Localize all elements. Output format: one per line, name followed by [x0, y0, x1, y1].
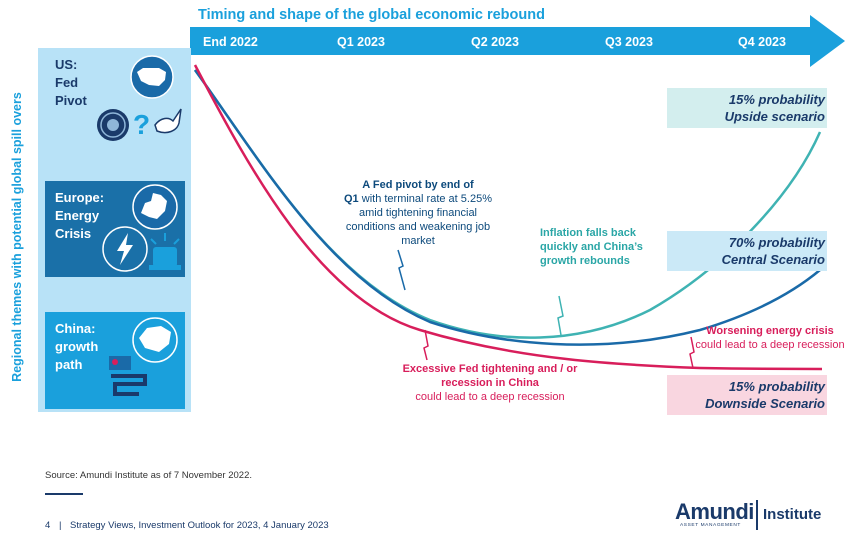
- theme-card-china: China: growth path: [45, 312, 185, 409]
- footer-text: Strategy Views, Investment Outlook for 2…: [70, 520, 329, 531]
- timeline-label: End 2022: [203, 35, 258, 49]
- question-mark-icon: ?: [133, 109, 150, 140]
- upside-probability: 15% probability: [728, 92, 825, 107]
- footer-divider: [45, 493, 83, 495]
- timeline-arrow: [190, 15, 845, 67]
- theme-card-us: US: Fed Pivot ?: [45, 48, 185, 143]
- central-probability: 70% probability: [728, 235, 825, 250]
- europe-map-icon: [132, 184, 178, 230]
- central-label: Central Scenario: [721, 252, 825, 267]
- upside-label: Upside scenario: [724, 109, 825, 124]
- energy-rest-text: could lead to a deep recession: [695, 339, 845, 351]
- logo-institute: Institute: [763, 506, 822, 523]
- source-note: Source: Amundi Institute as of 7 Novembe…: [45, 470, 253, 481]
- china-flag-chart-icon: [109, 356, 147, 396]
- downside-label: Downside Scenario: [705, 396, 825, 411]
- fed-pivot-annotation: A Fed pivot by end of Q1 with terminal r…: [338, 178, 498, 248]
- lightning-icon: [102, 226, 148, 272]
- fed-rest-text: with terminal rate at 5.25% amid tighten…: [345, 193, 492, 247]
- timeline-label: Q4 2023: [738, 35, 786, 49]
- fed-bold-text: A Fed pivot by end of: [362, 179, 474, 191]
- inflation-annotation: Inflation falls back quickly and China’s…: [540, 227, 643, 267]
- fed-bold-q1: Q1: [344, 193, 359, 205]
- excessive-tightening-annotation: Excessive Fed tightening and / or recess…: [400, 362, 580, 404]
- theme-label: Europe: Energy Crisis: [55, 190, 105, 241]
- dove-icon: [154, 108, 182, 134]
- amundi-logo: Amundi: [675, 499, 754, 524]
- china-map-icon: [132, 317, 178, 363]
- logo-subtitle: ASSET MANAGEMENT: [680, 523, 741, 528]
- chart-title: Timing and shape of the global economic …: [198, 7, 545, 23]
- central-curve: [193, 69, 821, 346]
- energy-crisis-annotation: Worsening energy crisis could lead to a …: [690, 324, 850, 352]
- timeline-label: Q2 2023: [471, 35, 519, 49]
- theme-label: US: Fed Pivot: [55, 57, 87, 108]
- footer: 4 | Strategy Views, Investment Outlook f…: [45, 520, 329, 531]
- excessive-bold-text: Excessive Fed tightening and / or recess…: [402, 363, 578, 389]
- inflation-pointer: [557, 295, 564, 336]
- upside-scenario-box: 15% probability Upside scenario: [667, 88, 827, 128]
- fed-seal-icon: [97, 109, 129, 141]
- alarm-light-icon: [149, 233, 181, 270]
- theme-label: China: growth path: [55, 321, 99, 372]
- theme-card-europe: Europe: Energy Crisis: [45, 181, 185, 277]
- downside-curve: [193, 64, 823, 371]
- excessive-rest-text: could lead to a deep recession: [415, 391, 565, 403]
- downside-probability: 15% probability: [728, 379, 825, 394]
- fed-pointer: [397, 249, 406, 291]
- timeline-label: Q1 2023: [337, 35, 385, 49]
- energy-pointer: [689, 336, 695, 369]
- logo-divider: [756, 500, 758, 530]
- excessive-pointer: [423, 329, 429, 361]
- timeline-label: Q3 2023: [605, 35, 653, 49]
- svg-text:?: ?: [133, 109, 150, 140]
- central-scenario-box: 70% probability Central Scenario: [667, 231, 827, 271]
- downside-scenario-box: 15% probability Downside Scenario: [667, 375, 827, 415]
- energy-bold-text: Worsening energy crisis: [706, 325, 834, 337]
- page-number: 4: [45, 520, 51, 531]
- us-map-icon: [130, 55, 174, 99]
